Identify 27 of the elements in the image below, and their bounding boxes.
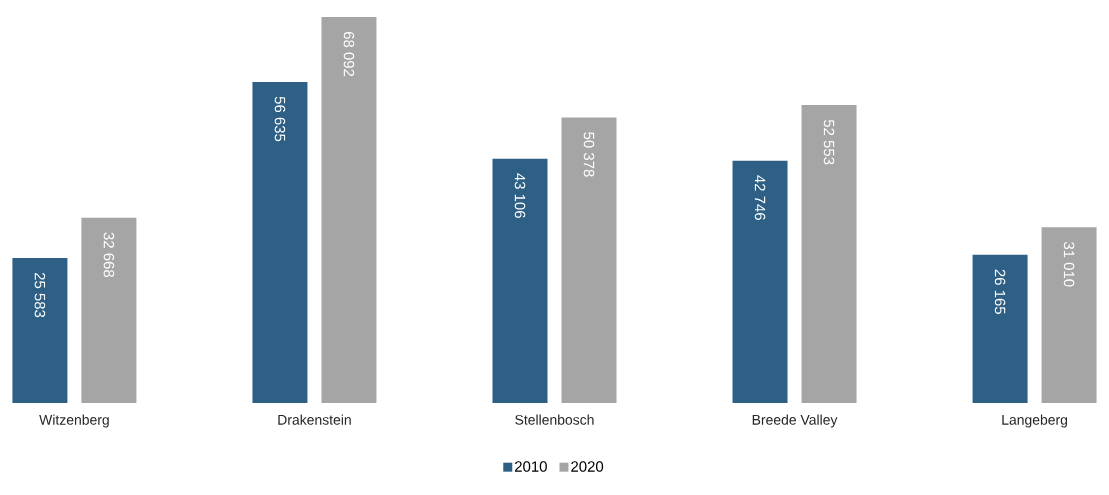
bar [801, 105, 857, 403]
bar [81, 217, 137, 403]
data-label: 42 746 [754, 175, 766, 220]
legend-label: 2010 [515, 461, 547, 472]
data-label: 52 553 [823, 119, 835, 165]
data-label: 68 092 [343, 31, 355, 77]
data-label: 50 378 [583, 132, 595, 177]
data-label: 31 010 [1063, 241, 1075, 287]
x-tick-label: Witzenberg [39, 414, 109, 428]
x-tick-label: Stellenbosch [515, 414, 594, 425]
bar [252, 81, 308, 403]
bar [492, 158, 548, 403]
bar [561, 117, 617, 403]
bar [12, 257, 68, 403]
x-tick-label: Drakenstein [278, 414, 351, 425]
data-label: 43 106 [514, 173, 526, 218]
data-label: 32 668 [103, 232, 115, 278]
data-label: 26 165 [994, 269, 1006, 314]
bar [972, 254, 1028, 403]
bar [321, 17, 377, 403]
legend-label: 2020 [571, 461, 604, 472]
data-label: 56 635 [274, 96, 286, 142]
bar [1041, 227, 1097, 403]
data-label: 25 583 [34, 272, 46, 318]
bar [732, 160, 788, 403]
x-tick-label: Breede Valley [752, 414, 838, 428]
x-tick-label: Langeberg [1002, 414, 1068, 428]
